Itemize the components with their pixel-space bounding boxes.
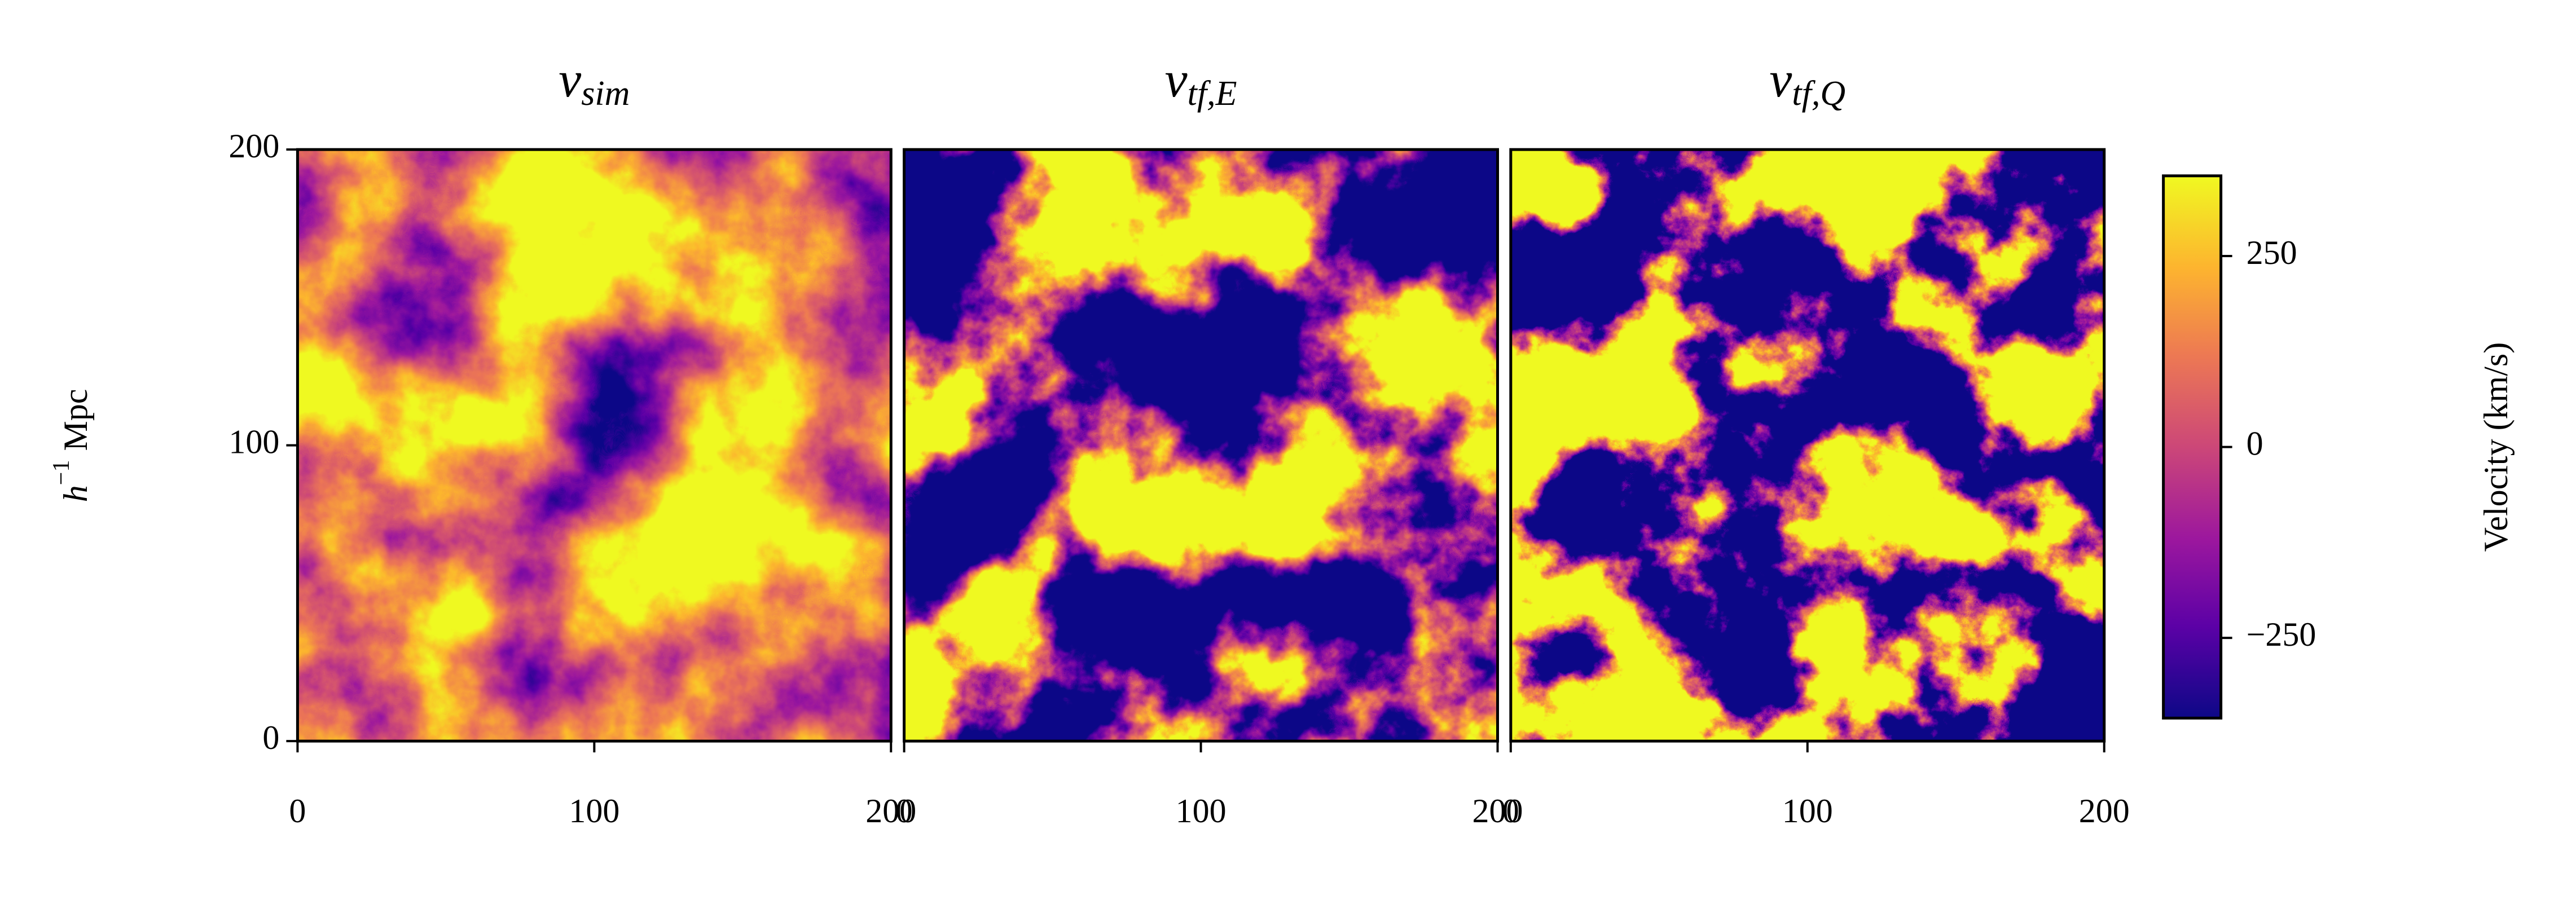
colorbar-tick-label: 0 bbox=[2247, 425, 2263, 462]
title-main: v bbox=[1165, 52, 1188, 108]
title-main: v bbox=[559, 52, 581, 108]
colorbar-tick-label: −250 bbox=[2247, 616, 2316, 653]
y-axis-label: h−1 Mpc bbox=[49, 389, 94, 502]
x-tick-label: 0 bbox=[1502, 792, 1519, 830]
x-tick-label: 100 bbox=[1782, 792, 1833, 830]
colorbar bbox=[2162, 174, 2223, 720]
y-label-unit: Mpc bbox=[57, 389, 94, 451]
heatmap-image bbox=[904, 149, 1498, 742]
title-main: v bbox=[1769, 52, 1792, 108]
title-subscript: sim bbox=[581, 74, 630, 113]
y-label-sup: −1 bbox=[49, 460, 74, 486]
heatmap-image bbox=[297, 149, 891, 742]
panel-title: vtf,E bbox=[1165, 52, 1237, 113]
x-tick-label: 100 bbox=[569, 792, 619, 830]
colorbar-label: Velocity (km/s) bbox=[2477, 342, 2515, 552]
y-tick-label: 0 bbox=[262, 719, 279, 756]
y-label-base: h bbox=[57, 485, 94, 502]
y-tick-label: 200 bbox=[228, 127, 279, 165]
x-tick-label: 100 bbox=[1176, 792, 1227, 830]
x-tick-label: 0 bbox=[289, 792, 306, 830]
y-tick-label: 100 bbox=[228, 423, 279, 460]
colorbar-tick-label: 250 bbox=[2247, 234, 2297, 271]
x-tick-label: 200 bbox=[865, 792, 916, 830]
heatmap-image bbox=[1510, 149, 2104, 742]
panel-title: vtf,Q bbox=[1769, 52, 1845, 113]
x-tick-label: 200 bbox=[1472, 792, 1523, 830]
x-tick-label: 0 bbox=[896, 792, 913, 830]
title-subscript: tf,Q bbox=[1792, 74, 1845, 113]
title-subscript: tf,E bbox=[1188, 74, 1237, 113]
x-tick-label: 200 bbox=[2079, 792, 2130, 830]
panel-title: vsim bbox=[559, 52, 630, 113]
